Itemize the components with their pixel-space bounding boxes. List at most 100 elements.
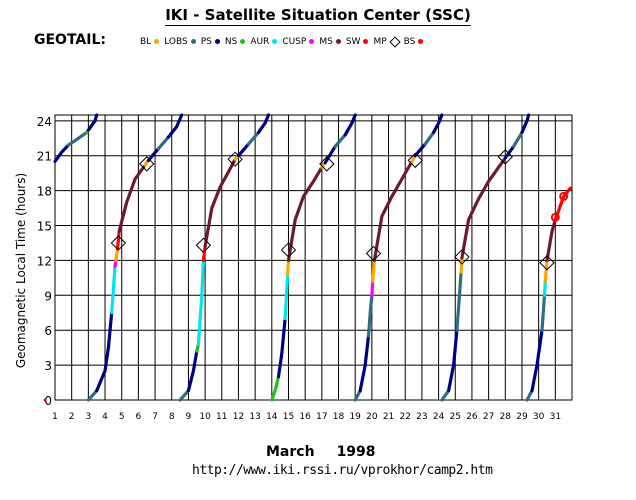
orbit-segment-ps — [166, 113, 184, 139]
orbit-segment-ps — [530, 328, 544, 393]
orbit-0 — [53, 113, 99, 164]
y-tick-label: 9 — [44, 289, 52, 303]
orbit-segment-ps — [95, 311, 114, 393]
x-tick-label: 8 — [169, 412, 175, 422]
orbit-segment-ps — [503, 144, 516, 160]
orbit-segment-bl — [371, 258, 376, 283]
legend-item-ps: PS — [201, 37, 220, 47]
legend-swatch-icon — [418, 39, 424, 44]
legend-item-ms: MS — [319, 37, 341, 47]
x-tick-label: 11 — [216, 412, 227, 422]
x-tick-label: 31 — [550, 412, 561, 422]
mp-crossing-marker — [454, 249, 470, 265]
y-tick-label: 0 — [44, 394, 52, 408]
x-tick-label: 23 — [416, 412, 427, 422]
mp-crossing-marker — [365, 245, 382, 262]
x-tick-label: 14 — [266, 412, 278, 422]
x-tick-label: 25 — [450, 412, 461, 422]
page-title: IKI - Satellite Situation Center (SSC) — [165, 6, 471, 26]
x-tick-label: 5 — [119, 412, 125, 422]
orbit-segment-ps — [276, 317, 287, 379]
orbit-3 — [270, 113, 357, 402]
orbit-segment-ps — [413, 142, 427, 158]
x-tick-label: 12 — [233, 412, 244, 422]
orbit-4 — [353, 113, 444, 402]
orbit-segment-ps — [53, 143, 70, 164]
x-tick-label: 16 — [299, 412, 311, 422]
legend-swatch-icon — [190, 39, 196, 44]
x-tick-label: 18 — [333, 412, 345, 422]
month-label: March 1998 — [266, 444, 376, 460]
mp-crossing-marker — [227, 151, 243, 167]
legend-item-cusp: CUSP — [282, 37, 315, 47]
x-tick-label: 21 — [383, 412, 394, 422]
orbit-segment-ps — [358, 334, 371, 393]
orbit-segment-bl — [286, 258, 291, 276]
orbit-segment-ms — [545, 218, 557, 262]
mp-crossing-marker — [280, 242, 297, 258]
orbit-segment-sw — [553, 186, 572, 222]
orbit-segment-ps — [146, 147, 160, 162]
orbit-segment-ps — [343, 113, 357, 137]
y-tick-label: 24 — [37, 115, 52, 129]
x-tick-label: 9 — [186, 412, 192, 422]
legend-swatch-icon — [214, 39, 220, 44]
legend-item-bs: BS — [404, 37, 424, 47]
orbit-segment-lobs — [353, 389, 362, 402]
orbit-segment-aur — [110, 264, 117, 315]
x-tick-label: 20 — [366, 412, 378, 422]
mp-crossing-marker — [497, 149, 513, 165]
x-tick-label: 22 — [399, 412, 410, 422]
source-url[interactable]: http://www.iki.rssi.ru/vprokhor/camp2.ht… — [192, 463, 493, 478]
orbit-segment-lobs — [86, 389, 99, 402]
x-tick-label: 10 — [199, 412, 211, 422]
origin-marker — [43, 398, 47, 402]
legend-label: MP — [373, 37, 387, 47]
legend-swatch-icon — [309, 39, 315, 44]
x-tick-label: 29 — [516, 412, 528, 422]
legend-label: NS — [224, 37, 238, 47]
x-tick-label: 3 — [85, 412, 91, 422]
orbit-segment-lobs — [178, 389, 190, 402]
mp-crossing-marker — [407, 152, 423, 169]
orbit-segment-bl — [459, 256, 464, 274]
legend-item-sw: SW — [346, 37, 369, 47]
bs-crossing-marker — [559, 191, 569, 201]
x-tick-label: 15 — [283, 412, 294, 422]
plot-frame — [54, 114, 573, 401]
orbit-segment-ps — [447, 328, 459, 393]
orbit-segment-lobs — [540, 293, 547, 332]
y-tick-label: 18 — [37, 185, 52, 199]
x-tick-label: 17 — [316, 412, 327, 422]
y-tick-label: 15 — [37, 220, 52, 234]
orbit-segment-ps — [236, 142, 251, 158]
legend-label: BL — [140, 37, 152, 47]
orbit-2 — [178, 113, 271, 402]
y-axis-label: Geomagnetic Local Time (hours) — [14, 173, 28, 368]
x-tick-label: 30 — [533, 412, 545, 422]
x-tick-label: 19 — [349, 412, 361, 422]
orbit-segment-ps — [323, 144, 337, 165]
orbit-segment-ms — [286, 165, 324, 262]
legend-item-mp: MP — [373, 35, 401, 48]
orbit-segment-aur — [542, 279, 547, 297]
legend-label: PS — [200, 37, 212, 47]
orbit-segment-aur — [196, 258, 205, 346]
orbit-segment-bl — [543, 258, 549, 283]
x-tick-label: 4 — [102, 412, 108, 422]
x-tick-label: 2 — [69, 412, 75, 422]
orbit-segment-lobs — [511, 130, 524, 148]
legend-label: SW — [345, 37, 361, 47]
orbit-segment-ps — [186, 349, 199, 393]
orbit-segment-ns — [270, 375, 281, 402]
orbit-segment-ps — [432, 113, 444, 134]
legend-item-aur: AUR — [250, 37, 278, 47]
orbit-segment-sw — [201, 244, 207, 262]
mp-crossing-marker — [539, 255, 555, 271]
x-tick-label: 24 — [433, 412, 445, 422]
orbit-segment-aur — [283, 272, 290, 321]
legend-label: CUSP — [282, 37, 307, 47]
legend-label: BS — [403, 37, 416, 47]
orbit-segment-lobs — [246, 130, 261, 146]
